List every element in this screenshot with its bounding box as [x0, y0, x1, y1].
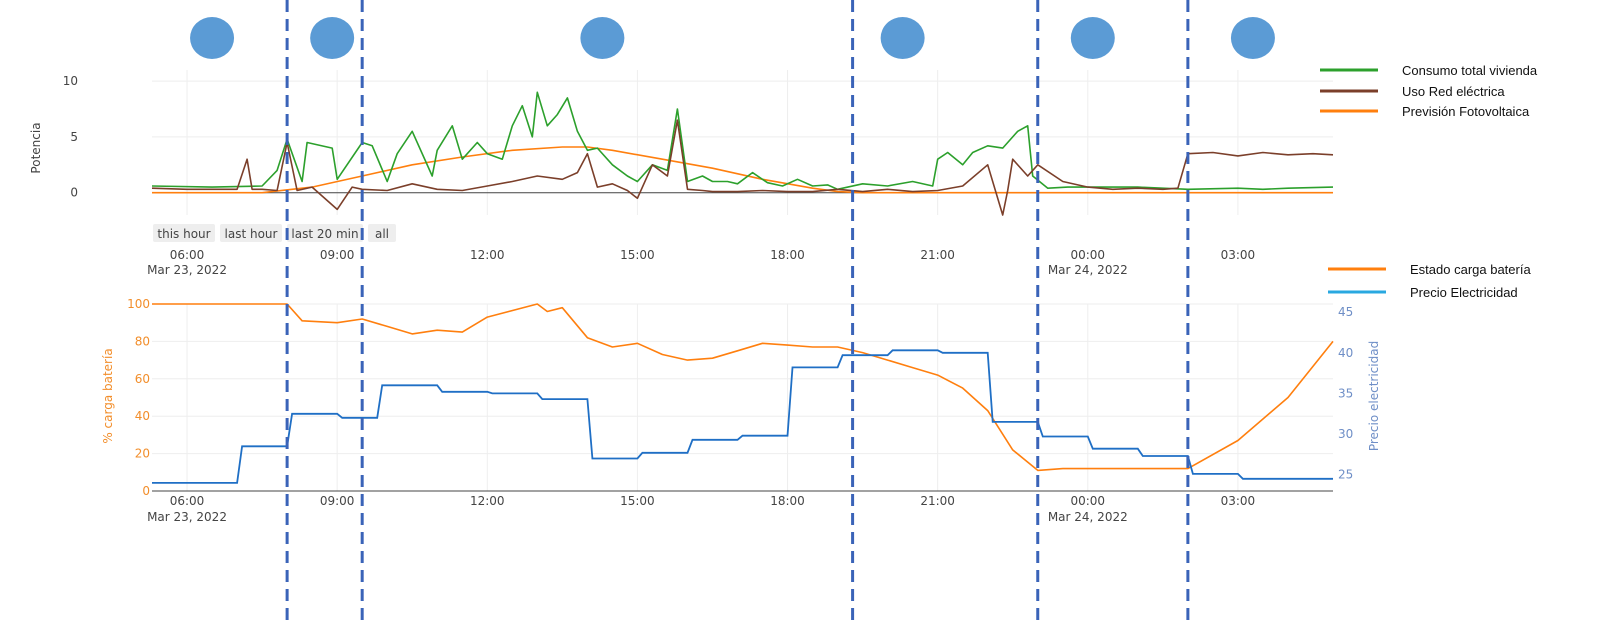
top-series-line-0 — [151, 91, 1334, 191]
top-series-line-1 — [151, 119, 1334, 216]
bottom-y-tick-label-left: 60 — [135, 372, 150, 386]
bottom-x-date-label: Mar 23, 2022 — [147, 510, 227, 524]
top-y-tick-label: 0 — [70, 186, 78, 200]
bottom-x-tick-label: 15:00 — [620, 494, 655, 508]
bottom-x-tick-label: 03:00 — [1221, 494, 1256, 508]
bottom-chart-series — [152, 303, 1334, 484]
top-x-tick-label: 06:00 — [170, 248, 205, 262]
top-x-tick-label: 15:00 — [620, 248, 655, 262]
top-x-tick-label: 09:00 — [320, 248, 355, 262]
legend-item-bateria[interactable]: Estado carga batería — [1328, 262, 1531, 277]
top-x-tick-label: 00:00 — [1070, 248, 1105, 262]
range-this-hour-label: this hour — [157, 227, 210, 241]
top-x-tick-label: 18:00 — [770, 248, 805, 262]
bottom-y-tick-label-left: 40 — [135, 409, 150, 423]
top-y-tick-label: 10 — [63, 74, 78, 88]
bottom-series-line-bateria — [152, 303, 1334, 472]
bottom-y-tick-label-left: 80 — [135, 334, 150, 348]
range-selector: this hour last hour last 20 min all — [153, 224, 396, 242]
bottom-y-tick-label-left: 100 — [127, 297, 150, 311]
bottom-series-line-precio — [152, 349, 1333, 484]
range-all-button[interactable]: all — [368, 224, 396, 242]
legend-item-red[interactable]: Uso Red eléctrica — [1320, 84, 1505, 99]
legend-label-consumo: Consumo total vivienda — [1402, 63, 1538, 78]
top-chart-series — [151, 91, 1334, 216]
legend-label-fotovoltaica: Previsión Fotovoltaica — [1402, 104, 1530, 119]
period-marker — [580, 17, 625, 59]
period-marker — [880, 17, 925, 59]
bottom-x-tick-label: 00:00 — [1070, 494, 1105, 508]
bottom-x-tick-label: 18:00 — [770, 494, 805, 508]
top-y-tick-label: 5 — [70, 130, 78, 144]
bottom-y-tick-label-right: 45 — [1338, 305, 1353, 319]
range-last-20-min-button[interactable]: last 20 min — [287, 224, 363, 242]
range-last-hour-button[interactable]: last hour — [220, 224, 282, 242]
period-marker — [310, 17, 355, 59]
top-x-tick-label: 12:00 — [470, 248, 505, 262]
bottom-y-tick-label-left: 0 — [142, 484, 150, 498]
bottom-x-tick-label: 09:00 — [320, 494, 355, 508]
legend-label-bateria: Estado carga batería — [1410, 262, 1531, 277]
bottom-x-tick-label: 21:00 — [920, 494, 955, 508]
top-chart-axes: 0 5 10 06:00 09:00 12:00 15:00 18:00 21:00 00:00 0… — [63, 74, 1255, 277]
period-marker — [1230, 17, 1275, 59]
top-y-axis-label: Potencia — [29, 122, 43, 173]
range-last-20-min-label: last 20 min — [291, 227, 358, 241]
legend-label-red: Uso Red eléctrica — [1402, 84, 1505, 99]
top-x-tick-label: 03:00 — [1221, 248, 1256, 262]
range-all-label: all — [375, 227, 389, 241]
bottom-legend: Estado carga batería Precio Electricidad — [1328, 262, 1531, 300]
bottom-y-axis-label-left: % carga batería — [101, 348, 115, 443]
range-last-hour-label: last hour — [225, 227, 278, 241]
bottom-y-tick-label-right: 25 — [1338, 468, 1353, 482]
legend-item-consumo[interactable]: Consumo total vivienda — [1320, 63, 1538, 78]
top-x-date-label: Mar 24, 2022 — [1048, 263, 1128, 277]
top-x-tick-label: 21:00 — [920, 248, 955, 262]
legend-item-fotovoltaica[interactable]: Previsión Fotovoltaica — [1320, 104, 1530, 119]
bottom-y-axis-label-right: Precio electricidad — [1367, 341, 1381, 451]
period-marker — [1070, 17, 1115, 59]
bottom-y-tick-label-right: 30 — [1338, 427, 1353, 441]
top-legend: Consumo total vivienda Uso Red eléctrica… — [1320, 63, 1538, 119]
bottom-chart-axes: 0 20 40 60 80 100 25 30 35 40 45 06:00 09:00 12:00 15:… — [127, 297, 1353, 524]
legend-label-precio: Precio Electricidad — [1410, 285, 1518, 300]
bottom-y-tick-label-left: 20 — [135, 447, 150, 461]
range-this-hour-button[interactable]: this hour — [153, 224, 215, 242]
period-marker — [190, 17, 235, 59]
bottom-chart-grid — [152, 303, 1333, 492]
annotation-overlay — [190, 0, 1275, 623]
top-x-date-label: Mar 23, 2022 — [147, 263, 227, 277]
bottom-y-tick-label-right: 40 — [1338, 346, 1353, 360]
bottom-x-date-label: Mar 24, 2022 — [1048, 510, 1128, 524]
bottom-x-tick-label: 06:00 — [170, 494, 205, 508]
bottom-x-tick-label: 12:00 — [470, 494, 505, 508]
bottom-y-tick-label-right: 35 — [1338, 386, 1353, 400]
top-series-line-2 — [152, 146, 1333, 194]
legend-item-precio[interactable]: Precio Electricidad — [1328, 285, 1518, 300]
